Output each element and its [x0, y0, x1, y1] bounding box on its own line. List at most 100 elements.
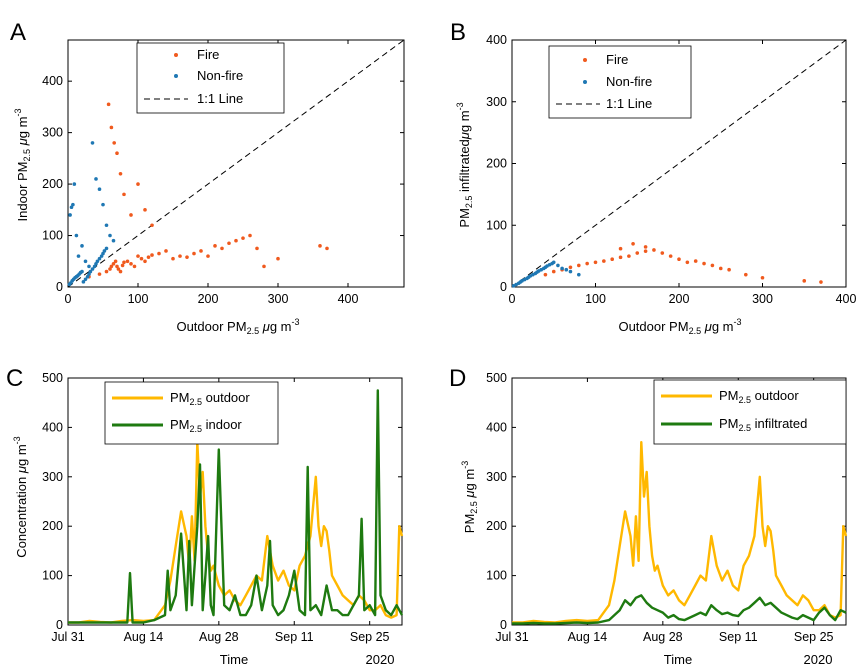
- panel-a-ytick-label: 0: [56, 280, 63, 294]
- panel-c-ytick-label: 100: [42, 569, 63, 583]
- panel-b-xtick-label: 100: [585, 292, 606, 306]
- panel-b-point-fire: [551, 269, 556, 274]
- panel-c-series-second: [68, 389, 404, 624]
- panel-a-point-nonfire: [87, 264, 91, 269]
- panel-b-ytick-label: 300: [486, 95, 507, 109]
- panel-a-point-nonfire: [76, 254, 81, 258]
- panel-a-point-fire: [136, 254, 140, 258]
- panel-a-axes-box: [67, 39, 405, 288]
- panel-d-xtick-label: Jul 31: [495, 630, 528, 644]
- panel-c: C Jul 31 Aug 14 Aug 28 Sep 11 Sep 25 0 100 200 3…: [6, 365, 404, 667]
- panel-a-point-nonfire: [68, 213, 72, 217]
- panel-b-point-fire: [760, 275, 765, 280]
- panel-b-point-fire: [685, 260, 690, 265]
- panel-a-point-nonfire: [101, 202, 105, 207]
- panel-a-ytick-label: 400: [42, 74, 63, 88]
- panel-a-point-fire: [143, 208, 147, 212]
- panel-a-point-nonfire: [72, 182, 77, 186]
- panel-a-point-fire: [120, 263, 125, 268]
- panel-a-point-fire: [276, 256, 280, 261]
- panel-d-xtick-label: Sep 25: [794, 630, 834, 644]
- panel-b-point-fire: [568, 265, 573, 270]
- panel-a-point-fire: [112, 141, 116, 145]
- panel-a-point-fire: [106, 102, 111, 107]
- panel-b-plot: 0 100 200 300 400 0 100 200 300 400: [486, 33, 856, 306]
- panel-b-point-fire: [627, 254, 631, 258]
- panel-a-point-fire: [206, 254, 210, 258]
- panel-b-point-nonfire: [577, 272, 581, 277]
- panel-d-ytick-label: 400: [486, 420, 507, 434]
- panel-b-point-fire: [618, 255, 623, 260]
- panel-b-point-fire: [652, 248, 656, 252]
- panel-b-point-fire: [593, 260, 598, 265]
- panel-a-legend: Fire Non-fire 1:1 Line: [136, 42, 285, 114]
- panel-a-point-nonfire: [94, 177, 98, 181]
- panel-b-point-nonfire: [568, 269, 573, 274]
- panel-a-point-fire: [325, 246, 329, 251]
- panel-a-point-fire: [136, 182, 140, 186]
- panel-a-point-fire: [227, 241, 231, 246]
- panel-b-point-fire: [710, 263, 715, 268]
- panel-a-ytick-label: 300: [42, 126, 63, 140]
- panel-a-point-fire: [111, 262, 116, 266]
- panel-a-point-nonfire: [80, 269, 84, 274]
- panel-b: B 0 100 200 300 400 0 100 200 300 400 Outdoor PM2…: [450, 19, 856, 336]
- panel-a-point-nonfire: [97, 256, 102, 261]
- panel-a-point-nonfire: [104, 246, 109, 251]
- legend-outdoor-label: PM2.5 outdoor: [170, 390, 250, 407]
- panel-a-point-nonfire: [90, 267, 95, 271]
- panel-a-point-nonfire: [108, 233, 112, 238]
- panel-b-point-fire: [602, 259, 606, 263]
- panel-c-axes-box: [67, 377, 403, 626]
- panel-a-point-nonfire: [81, 280, 86, 284]
- panel-b-legend: Fire Non-fire 1:1 Line: [548, 45, 692, 119]
- panel-b-point-fire: [727, 267, 731, 272]
- panel-a-point-fire: [118, 171, 123, 176]
- panel-d-ytick-label: 200: [486, 519, 507, 533]
- panel-c-year: 2020: [366, 652, 395, 667]
- panel-a-letter: A: [10, 19, 26, 46]
- panel-a-point-fire: [248, 233, 252, 238]
- panel-d-ytick-label: 0: [500, 618, 507, 632]
- panel-b-point-fire: [668, 254, 673, 258]
- legend-line-label: 1:1 Line: [197, 91, 243, 106]
- panel-b-xtick-label: 400: [836, 292, 857, 306]
- panel-a-ytick-label: 100: [42, 229, 63, 243]
- panel-c-letter: C: [6, 365, 23, 392]
- panel-b-ytick-label: 0: [500, 280, 507, 294]
- panel-b-point-fire: [677, 257, 681, 262]
- panel-a-point-fire: [185, 255, 189, 259]
- panel-c-xtick-label: Aug 14: [124, 630, 164, 644]
- panel-b-letter: B: [450, 19, 466, 46]
- panel-b-point-fire: [631, 241, 635, 246]
- panel-b-xtick-label: 300: [752, 292, 773, 306]
- legend-fire-marker: [583, 58, 587, 62]
- panel-b-xtick-label: 0: [509, 292, 516, 306]
- panel-a-point-fire: [199, 249, 203, 253]
- panel-a-point-fire: [125, 259, 130, 264]
- panel-a-point-nonfire: [102, 249, 107, 253]
- panel-a-point-nonfire: [83, 277, 88, 282]
- panel-a-point-fire: [255, 246, 259, 251]
- legend-indoor-label: PM2.5 indoor: [170, 417, 242, 434]
- panel-a-point-fire: [116, 267, 121, 271]
- panel-c-ytick-label: 500: [42, 371, 63, 385]
- panel-a-point-fire: [171, 256, 175, 261]
- panel-a-point-fire: [192, 251, 196, 256]
- panel-b-point-fire: [660, 251, 665, 255]
- panel-a-xtick-label: 200: [198, 292, 219, 306]
- panel-d-series-outdoor: [512, 441, 848, 624]
- panel-a: A 0 100 200 300 400 0 100 200 300 400 Outdoor PM2…: [10, 19, 405, 336]
- panel-b-point-fire: [643, 245, 648, 249]
- panel-c-plot: Jul 31 Aug 14 Aug 28 Sep 11 Sep 25 0 100 200 300…: [42, 371, 404, 644]
- panel-a-point-nonfire: [83, 259, 88, 264]
- panel-b-ylabel: PM2.5 infiltratedμg m-3: [455, 102, 474, 227]
- panel-b-point-fire: [819, 280, 823, 284]
- panel-a-ylabel: Indoor PM2.5 μg m-3: [13, 109, 32, 222]
- panel-d-legend: PM2.5 outdoor PM2.5 infiltrated: [653, 379, 847, 445]
- panel-a-point-fire: [213, 244, 217, 248]
- panel-a-xlabel: Outdoor PM2.5 μg m-3: [176, 317, 299, 336]
- panel-a-point-fire: [150, 253, 154, 257]
- panel-c-series-outdoor: [68, 441, 404, 624]
